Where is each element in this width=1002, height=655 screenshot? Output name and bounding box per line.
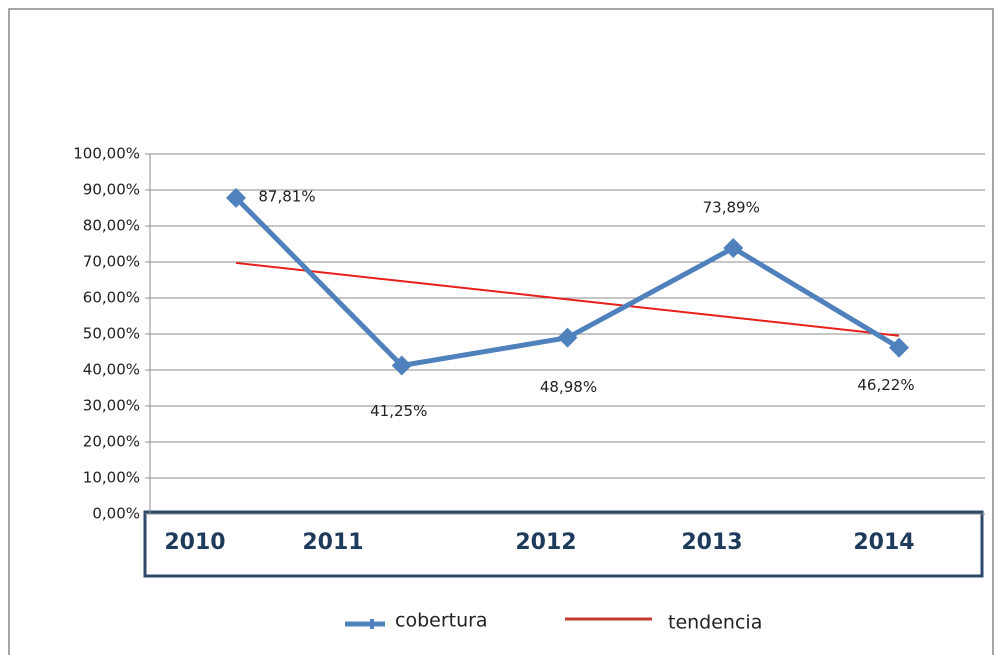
legend-label: cobertura xyxy=(395,610,488,632)
marker xyxy=(557,327,578,348)
data-label: 46,22% xyxy=(857,376,914,394)
y-tick-label: 30,00% xyxy=(83,397,140,415)
trend-line xyxy=(235,261,900,337)
y-tick-label: 20,00% xyxy=(83,433,140,451)
legend-label: tendencia xyxy=(668,612,762,634)
y-tick-label: 90,00% xyxy=(83,181,140,199)
marker xyxy=(226,187,246,208)
marker xyxy=(391,355,412,376)
data-label: 48,98% xyxy=(540,378,597,396)
x-tick-label: 2011 xyxy=(302,530,363,555)
legend-swatch-marker xyxy=(370,619,374,629)
chart-frame xyxy=(8,8,994,655)
y-tick-label: 40,00% xyxy=(83,361,140,379)
x-tick-label: 2013 xyxy=(681,530,742,555)
x-tick-label: 2014 xyxy=(853,530,914,555)
category-box xyxy=(143,510,984,578)
x-tick-label: 2010 xyxy=(164,530,225,555)
data-label: 73,89% xyxy=(703,198,760,216)
y-tick-label: 80,00% xyxy=(83,217,140,235)
y-tick-label: 50,00% xyxy=(83,325,140,343)
marker xyxy=(723,237,744,258)
y-tick-label: 10,00% xyxy=(83,469,140,487)
x-tick-label: 2012 xyxy=(515,530,576,555)
y-tick-label: 70,00% xyxy=(83,253,140,271)
data-label: 87,81% xyxy=(258,187,315,205)
y-tick-label: 60,00% xyxy=(83,289,140,307)
y-tick-label: 0,00% xyxy=(92,505,140,523)
marker xyxy=(889,337,909,358)
data-label: 41,25% xyxy=(370,402,427,420)
y-tick-label: 100,00% xyxy=(73,145,140,163)
